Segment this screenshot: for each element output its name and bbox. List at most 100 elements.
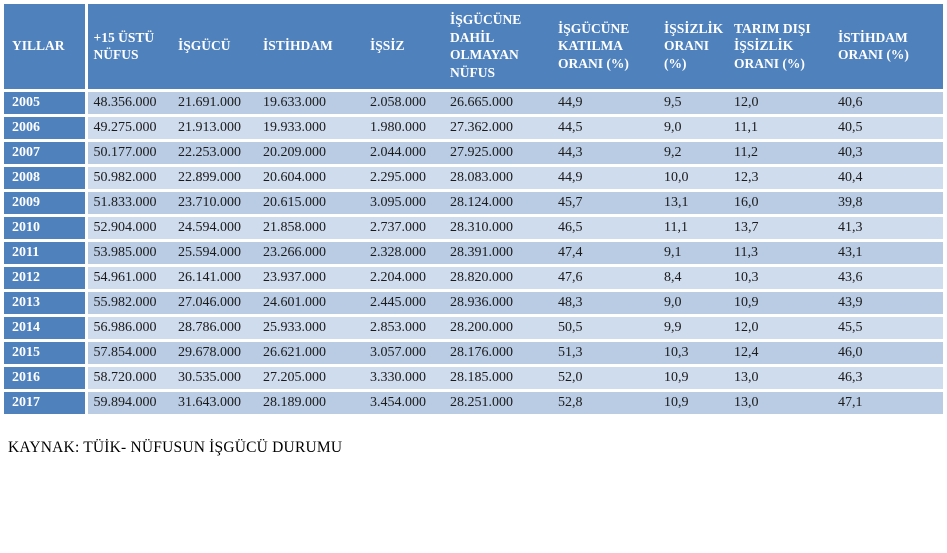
- data-cell: 44,3: [552, 140, 658, 167]
- data-cell: 13,0: [728, 390, 832, 417]
- data-cell: 43,6: [832, 265, 943, 292]
- data-cell: 53.985.000: [86, 240, 172, 267]
- table-row: 2016 58.720.000 30.535.000 27.205.000 3.330.…: [4, 365, 943, 392]
- data-cell: 54.961.000: [86, 265, 172, 292]
- data-cell: 28.820.000: [444, 265, 552, 292]
- data-cell: 58.720.000: [86, 365, 172, 392]
- data-cell: 47,6: [552, 265, 658, 292]
- data-cell: 39,8: [832, 190, 943, 217]
- data-cell: 28.310.000: [444, 215, 552, 242]
- data-cell: 28.189.000: [257, 390, 364, 417]
- data-cell: 44,9: [552, 90, 658, 117]
- data-cell: 22.899.000: [172, 165, 257, 192]
- data-cell: 11,3: [728, 240, 832, 267]
- table-row: 2008 50.982.000 22.899.000 20.604.000 2.295.…: [4, 165, 943, 192]
- data-cell: 26.621.000: [257, 340, 364, 367]
- header-cell: İŞSİZ: [364, 4, 444, 92]
- data-cell: 56.986.000: [86, 315, 172, 342]
- data-cell: 28.176.000: [444, 340, 552, 367]
- data-cell: 52,0: [552, 365, 658, 392]
- data-cell: 51,3: [552, 340, 658, 367]
- data-cell: 25.594.000: [172, 240, 257, 267]
- data-cell: 22.253.000: [172, 140, 257, 167]
- data-cell: 28.124.000: [444, 190, 552, 217]
- data-cell: 59.894.000: [86, 390, 172, 417]
- year-cell: 2015: [4, 340, 88, 367]
- year-cell: 2010: [4, 215, 88, 242]
- data-cell: 11,2: [728, 140, 832, 167]
- year-cell: 2014: [4, 315, 88, 342]
- data-cell: 45,7: [552, 190, 658, 217]
- data-cell: 19.633.000: [257, 90, 364, 117]
- data-cell: 11,1: [658, 215, 728, 242]
- data-cell: 28.936.000: [444, 290, 552, 317]
- data-cell: 21.691.000: [172, 90, 257, 117]
- data-cell: 12,0: [728, 315, 832, 342]
- data-cell: 27.046.000: [172, 290, 257, 317]
- year-cell: 2011: [4, 240, 88, 267]
- data-cell: 25.933.000: [257, 315, 364, 342]
- data-cell: 11,1: [728, 115, 832, 142]
- year-cell: 2017: [4, 390, 88, 417]
- data-cell: 27.362.000: [444, 115, 552, 142]
- table-body: 2005 48.356.000 21.691.000 19.633.000 2.058.…: [4, 90, 943, 417]
- data-cell: 10,3: [658, 340, 728, 367]
- table-row: 2017 59.894.000 31.643.000 28.189.000 3.454.…: [4, 390, 943, 417]
- data-cell: 40,4: [832, 165, 943, 192]
- data-cell: 3.095.000: [364, 190, 444, 217]
- data-cell: 44,5: [552, 115, 658, 142]
- year-cell: 2008: [4, 165, 88, 192]
- header-cell: +15 ÜSTÜ NÜFUS: [86, 4, 172, 92]
- data-cell: 13,7: [728, 215, 832, 242]
- data-cell: 19.933.000: [257, 115, 364, 142]
- header-cell: YILLAR: [4, 4, 88, 92]
- data-cell: 9,9: [658, 315, 728, 342]
- data-cell: 52.904.000: [86, 215, 172, 242]
- year-cell: 2007: [4, 140, 88, 167]
- data-cell: 41,3: [832, 215, 943, 242]
- data-cell: 31.643.000: [172, 390, 257, 417]
- data-cell: 26.141.000: [172, 265, 257, 292]
- data-cell: 28.185.000: [444, 365, 552, 392]
- year-cell: 2006: [4, 115, 88, 142]
- data-cell: 49.275.000: [86, 115, 172, 142]
- table-row: 2011 53.985.000 25.594.000 23.266.000 2.328.…: [4, 240, 943, 267]
- page: YILLAR +15 ÜSTÜ NÜFUS İŞGÜCÜ İSTİHDAM İŞSİZ İ…: [4, 4, 943, 456]
- data-cell: 24.594.000: [172, 215, 257, 242]
- data-cell: 23.710.000: [172, 190, 257, 217]
- data-cell: 9,5: [658, 90, 728, 117]
- header-cell: İSTİHDAM ORANI (%): [832, 4, 943, 92]
- data-cell: 2.204.000: [364, 265, 444, 292]
- data-cell: 45,5: [832, 315, 943, 342]
- data-cell: 28.200.000: [444, 315, 552, 342]
- data-cell: 9,0: [658, 115, 728, 142]
- data-cell: 23.937.000: [257, 265, 364, 292]
- data-cell: 10,9: [658, 365, 728, 392]
- data-cell: 10,0: [658, 165, 728, 192]
- data-cell: 13,0: [728, 365, 832, 392]
- data-cell: 12,3: [728, 165, 832, 192]
- data-cell: 2.328.000: [364, 240, 444, 267]
- data-cell: 2.295.000: [364, 165, 444, 192]
- table-row: 2012 54.961.000 26.141.000 23.937.000 2.204.…: [4, 265, 943, 292]
- data-cell: 16,0: [728, 190, 832, 217]
- data-cell: 40,3: [832, 140, 943, 167]
- data-cell: 20.604.000: [257, 165, 364, 192]
- data-cell: 3.330.000: [364, 365, 444, 392]
- data-cell: 10,9: [728, 290, 832, 317]
- data-cell: 20.209.000: [257, 140, 364, 167]
- data-cell: 50.982.000: [86, 165, 172, 192]
- data-cell: 40,5: [832, 115, 943, 142]
- data-cell: 51.833.000: [86, 190, 172, 217]
- data-cell: 1.980.000: [364, 115, 444, 142]
- header-cell: TARIM DIŞI İŞSİZLİK ORANI (%): [728, 4, 832, 92]
- table-row: 2010 52.904.000 24.594.000 21.858.000 2.737.…: [4, 215, 943, 242]
- data-cell: 26.665.000: [444, 90, 552, 117]
- header-row: YILLAR +15 ÜSTÜ NÜFUS İŞGÜCÜ İSTİHDAM İŞSİZ İ…: [4, 4, 943, 92]
- header-cell: İŞSİZLİK ORANI (%): [658, 4, 728, 92]
- data-cell: 57.854.000: [86, 340, 172, 367]
- data-cell: 2.737.000: [364, 215, 444, 242]
- header-cell: İSTİHDAM: [257, 4, 364, 92]
- data-cell: 21.858.000: [257, 215, 364, 242]
- table-header: YILLAR +15 ÜSTÜ NÜFUS İŞGÜCÜ İSTİHDAM İŞSİZ İ…: [4, 4, 943, 92]
